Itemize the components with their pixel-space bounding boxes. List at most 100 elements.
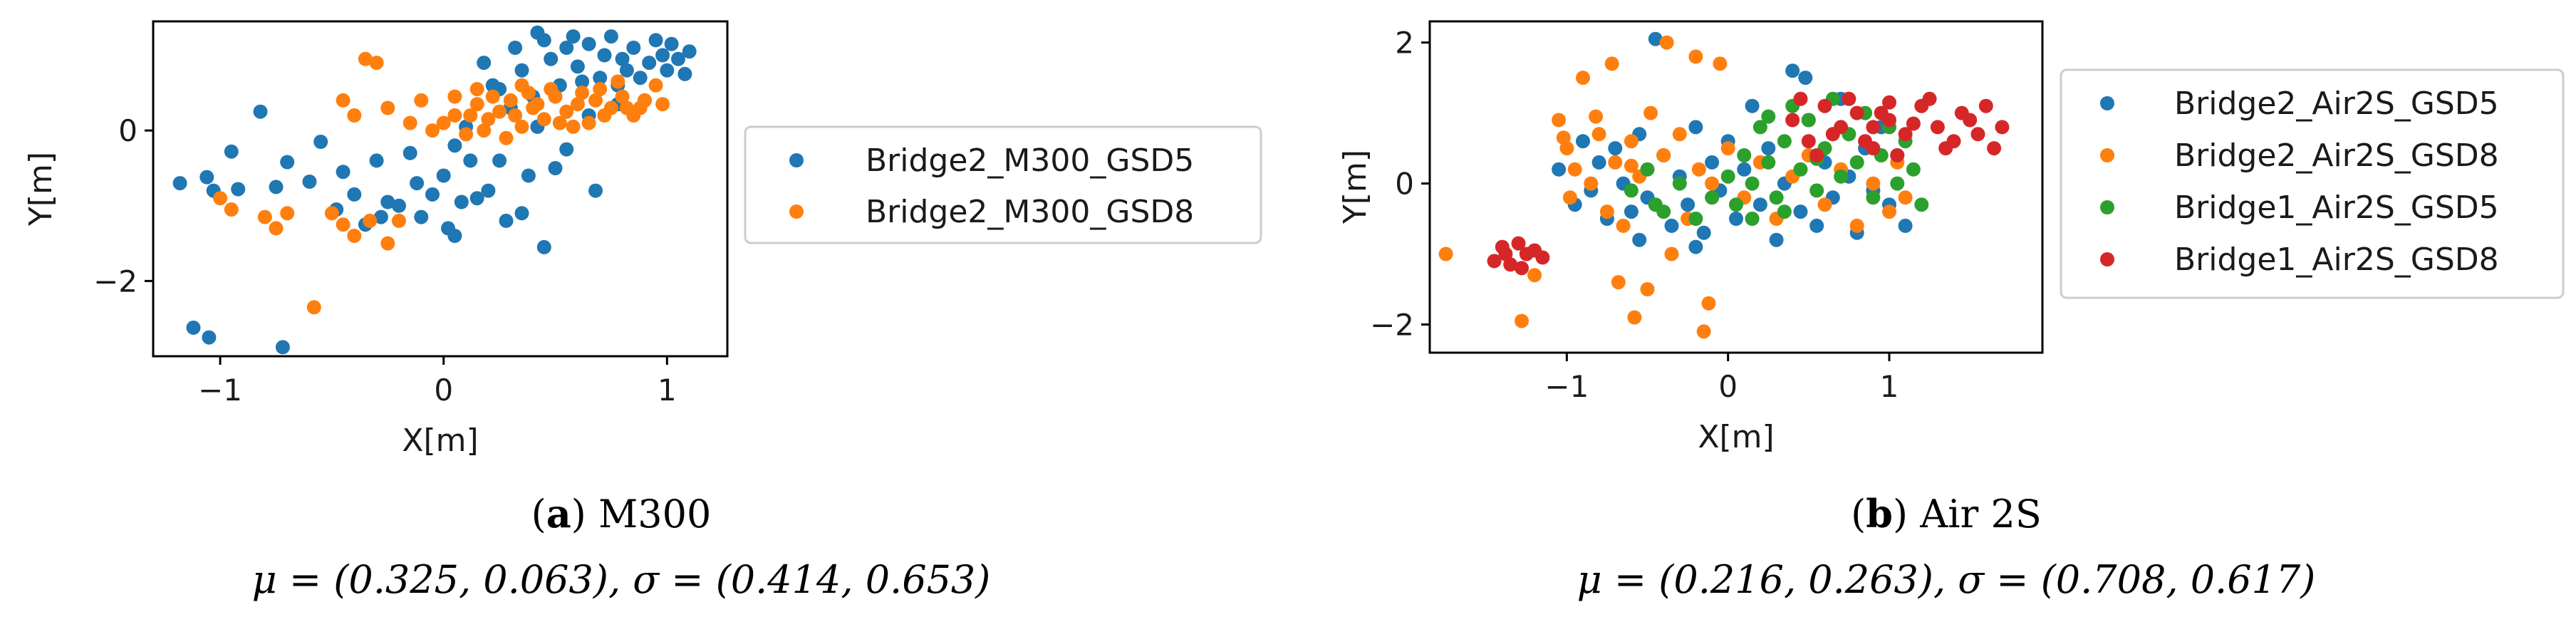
point-1-3-10 xyxy=(1801,134,1816,149)
point-0-0-4 xyxy=(231,182,246,197)
point-0-0-36 xyxy=(521,168,536,183)
point-1-1-27 xyxy=(1705,176,1720,191)
point-0-0-0 xyxy=(172,176,187,191)
point-1-1-3 xyxy=(1562,190,1577,205)
caption-a-name: M300 xyxy=(598,492,711,537)
point-0-0-19 xyxy=(425,187,440,202)
point-1-1-4 xyxy=(1567,162,1582,177)
legend-marker-b-2 xyxy=(2100,200,2114,214)
point-1-1-41 xyxy=(1898,190,1913,205)
point-1-0-6 xyxy=(1608,141,1623,156)
point-0-0-48 xyxy=(588,183,603,198)
point-0-0-55 xyxy=(626,41,641,55)
point-1-1-38 xyxy=(1866,176,1881,191)
point-0-0-12 xyxy=(347,187,362,202)
point-0-1-20 xyxy=(447,108,462,123)
point-0-1-0 xyxy=(213,191,228,206)
point-0-1-41 xyxy=(477,123,492,138)
point-0-0-3 xyxy=(224,144,239,159)
point-1-3-0 xyxy=(1487,254,1502,269)
y-tick-label-1-1: 0 xyxy=(1395,167,1414,202)
legend-marker-a-1 xyxy=(789,204,804,219)
point-1-0-4 xyxy=(1591,155,1606,170)
point-0-1-44 xyxy=(544,82,559,97)
point-1-3-27 xyxy=(1858,134,1873,149)
point-1-0-0 xyxy=(1552,162,1567,177)
caption-b-stats: μ = (0.216, 0.263), σ = (0.708, 0.617) xyxy=(1577,557,2316,602)
legend-label-b-1: Bridge2_Air2S_GSD8 xyxy=(2174,138,2499,174)
point-0-0-60 xyxy=(655,48,670,63)
point-0-0-68 xyxy=(275,340,290,355)
chart-b: −1 0 1 −2 0 2 X[m] Y[m] Bridge2_Air2S_GSD5 Br… xyxy=(1337,20,2565,455)
x-tick-label-0-0: −1 xyxy=(198,373,242,408)
point-1-2-16 xyxy=(1801,113,1816,128)
point-0-0-16 xyxy=(392,198,406,213)
point-1-3-36 xyxy=(1866,120,1881,135)
point-0-0-39 xyxy=(536,33,551,48)
caption-b-name: Air 2S xyxy=(1919,492,2042,537)
point-1-0-29 xyxy=(1793,204,1808,219)
point-1-1-21 xyxy=(1672,127,1687,142)
point-1-1-43 xyxy=(1527,268,1542,283)
caption-a-title: (a) M300 xyxy=(531,491,712,537)
point-1-1-20 xyxy=(1664,247,1679,261)
point-0-1-39 xyxy=(655,97,670,112)
chart-b-ylabel: Y[m] xyxy=(1337,150,1373,224)
point-0-1-16 xyxy=(380,100,395,115)
point-1-1-46 xyxy=(1589,109,1604,124)
point-1-2-12 xyxy=(1769,190,1784,205)
point-0-0-25 xyxy=(463,153,478,168)
point-1-3-8 xyxy=(1498,247,1513,261)
legend-label-a-0: Bridge2_M300_GSD5 xyxy=(866,142,1194,179)
point-0-1-14 xyxy=(336,93,350,108)
point-1-3-25 xyxy=(1825,127,1840,142)
point-1-2-4 xyxy=(1688,212,1703,226)
chart-b-legend: Bridge2_Air2S_GSD5 Bridge2_Air2S_GSD8 Br… xyxy=(2060,68,2565,299)
chart-a-ticks: −1 0 1 −2 0 xyxy=(93,113,677,408)
point-0-1-45 xyxy=(566,119,581,134)
point-1-3-29 xyxy=(1890,148,1905,162)
point-1-2-13 xyxy=(1777,134,1792,149)
point-1-3-37 xyxy=(1882,95,1896,110)
point-1-1-11 xyxy=(1616,218,1631,233)
point-1-1-45 xyxy=(1624,158,1638,173)
caption-a-letter: a xyxy=(546,491,571,537)
point-0-0-8 xyxy=(302,175,317,189)
chart-a-xlabel: X[m] xyxy=(402,423,478,459)
point-0-1-32 xyxy=(581,115,596,130)
point-0-0-71 xyxy=(514,206,529,221)
point-1-2-31 xyxy=(1777,204,1792,219)
point-1-2-30 xyxy=(1914,197,1929,212)
point-1-3-23 xyxy=(1793,91,1808,106)
point-0-0-18 xyxy=(414,209,429,224)
point-0-1-13 xyxy=(369,56,384,71)
point-0-0-20 xyxy=(436,168,451,183)
point-1-2-35 xyxy=(1761,109,1776,124)
point-1-1-19 xyxy=(1659,35,1674,50)
caption-a: (a) M300 μ = (0.325, 0.063), σ = (0.414,… xyxy=(252,491,991,602)
chart-a-legend-frame xyxy=(744,125,1262,244)
point-1-2-20 xyxy=(1834,169,1849,184)
chart-b-plot-area xyxy=(1428,20,2044,354)
point-1-0-11 xyxy=(1648,31,1663,46)
point-1-3-24 xyxy=(1809,148,1824,162)
point-0-0-59 xyxy=(648,33,663,48)
chart-b-ticks: −1 0 1 −2 0 2 xyxy=(1370,26,1899,404)
point-0-0-9 xyxy=(313,135,328,149)
point-1-3-3 xyxy=(1511,236,1526,251)
point-0-1-46 xyxy=(588,93,603,108)
point-1-0-28 xyxy=(1785,63,1800,78)
point-1-2-0 xyxy=(1624,183,1638,198)
point-1-1-1 xyxy=(1552,113,1567,128)
point-0-1-53 xyxy=(575,85,590,100)
y-tick-label-0-1: 0 xyxy=(118,113,137,148)
point-1-3-34 xyxy=(1970,127,1985,142)
point-0-1-23 xyxy=(481,112,496,127)
point-0-1-38 xyxy=(648,78,663,93)
point-0-1-49 xyxy=(485,89,500,104)
point-1-1-16 xyxy=(1643,105,1658,120)
point-0-0-35 xyxy=(514,63,529,78)
point-0-0-22 xyxy=(447,229,462,243)
legend-marker-a-0 xyxy=(789,153,804,167)
